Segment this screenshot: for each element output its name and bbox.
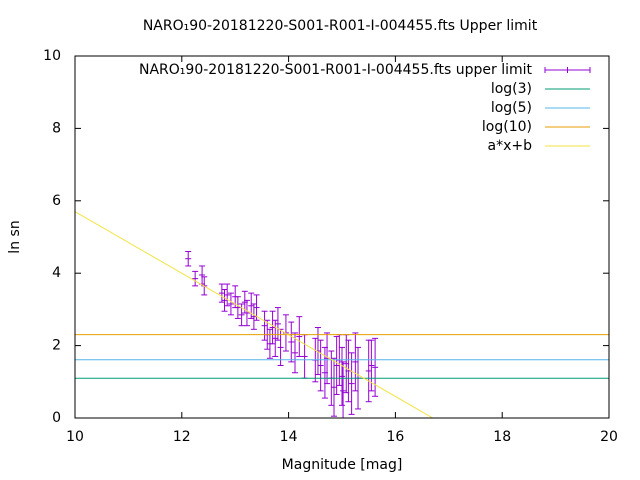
- legend-swatch: [544, 67, 591, 73]
- x-tick-label: 14: [280, 429, 298, 445]
- x-tick-label: 12: [173, 429, 191, 445]
- error-point: [185, 250, 192, 267]
- error-point: [243, 299, 250, 327]
- error-point: [248, 292, 255, 319]
- error-point: [292, 332, 299, 374]
- error-point: [288, 321, 295, 363]
- error-point: [261, 310, 268, 341]
- error-point: [330, 357, 337, 417]
- error-point: [348, 352, 355, 415]
- error-point: [340, 361, 347, 418]
- legend-label: a*x+b: [488, 138, 533, 154]
- error-point: [250, 303, 257, 330]
- error-point: [227, 292, 234, 316]
- x-tick-label: 16: [386, 429, 404, 445]
- error-point: [333, 336, 340, 395]
- error-point: [234, 296, 241, 319]
- legend-label: log(3): [491, 81, 532, 97]
- line: [75, 211, 434, 418]
- error-point: [272, 319, 279, 357]
- chart-title: NARO₁90-20181220-S001-R001-I-004455.fts …: [143, 18, 538, 34]
- error-point: [296, 316, 303, 357]
- y-axis-label: ln sn: [7, 220, 23, 253]
- y-tick-label: 2: [52, 338, 61, 354]
- plot-area: [75, 211, 609, 418]
- y-tick-label: 4: [52, 265, 61, 281]
- error-point: [269, 310, 276, 345]
- legend-label: log(5): [491, 100, 532, 116]
- error-point: [221, 288, 228, 312]
- x-tick-label: 10: [66, 429, 84, 445]
- error-point: [365, 339, 372, 403]
- error-point: [339, 346, 345, 406]
- x-axis-label: Magnitude [mag]: [282, 457, 403, 473]
- plot-border: [74, 55, 610, 419]
- x-tick-label: 20: [600, 429, 618, 445]
- error-point: [372, 337, 379, 397]
- x-tick-label: 18: [493, 429, 511, 445]
- y-tick-label: 8: [52, 120, 61, 136]
- legend-label: NARO₁90-20181220-S001-R001-I-004455.fts …: [139, 62, 533, 78]
- error-point: [192, 270, 199, 287]
- error-point: [352, 332, 359, 392]
- error-point: [274, 307, 281, 341]
- y-tick-label: 10: [43, 48, 61, 64]
- error-point: [301, 334, 308, 379]
- error-point: [224, 283, 231, 307]
- legend-label: log(10): [482, 119, 532, 135]
- y-tick-label: 6: [52, 193, 61, 209]
- error-point: [218, 283, 225, 303]
- error-point: [317, 339, 324, 392]
- error-point: [345, 339, 352, 403]
- y-tick-label: 0: [52, 410, 61, 426]
